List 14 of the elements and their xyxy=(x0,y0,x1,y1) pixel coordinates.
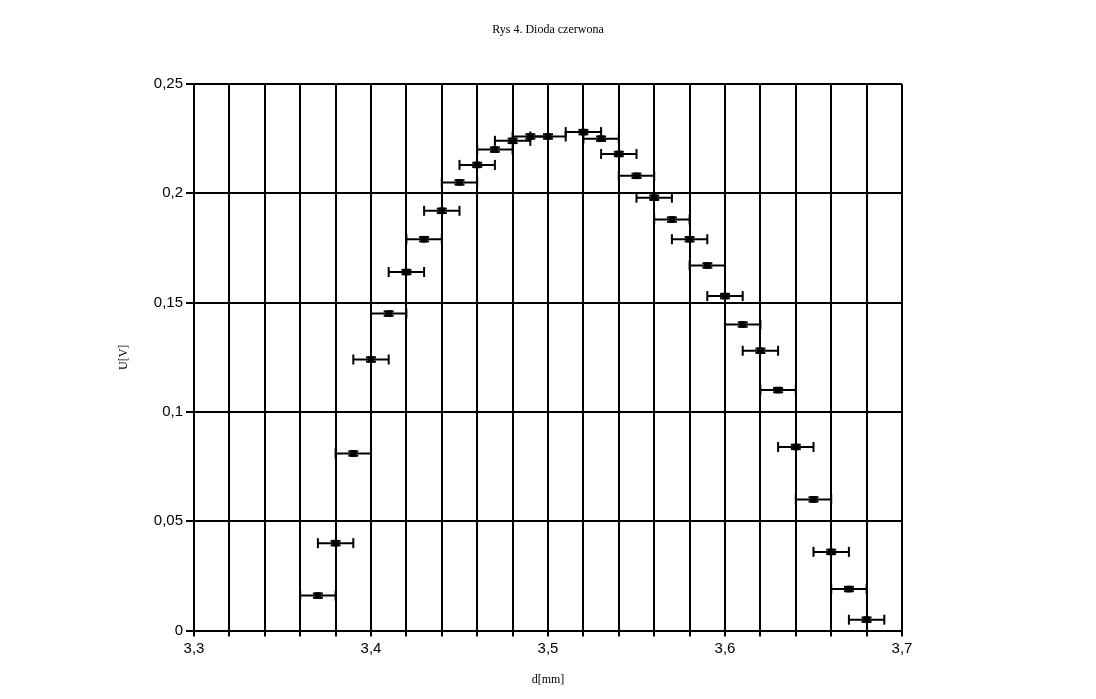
x-tick-label: 3,6 xyxy=(714,638,736,656)
x-tick-label: 3,4 xyxy=(360,638,382,656)
x-axis-title: d[mm] xyxy=(531,671,565,686)
y-tick-label: 0,15 xyxy=(153,292,183,310)
y-tick-label: 0,05 xyxy=(153,511,183,529)
y-tick-label: 0,25 xyxy=(153,74,183,92)
chart-title: Rys 4. Dioda czerwona xyxy=(492,22,605,37)
x-tick-label: 3,3 xyxy=(183,638,205,656)
y-tick-label: 0,1 xyxy=(162,402,183,420)
x-tick-label: 3,5 xyxy=(537,638,559,656)
y-axis-title: U[V] xyxy=(116,344,131,370)
y-tick-label: 0,2 xyxy=(162,183,183,201)
y-tick-label: 0 xyxy=(174,620,183,638)
x-tick-label: 3,7 xyxy=(891,638,913,656)
